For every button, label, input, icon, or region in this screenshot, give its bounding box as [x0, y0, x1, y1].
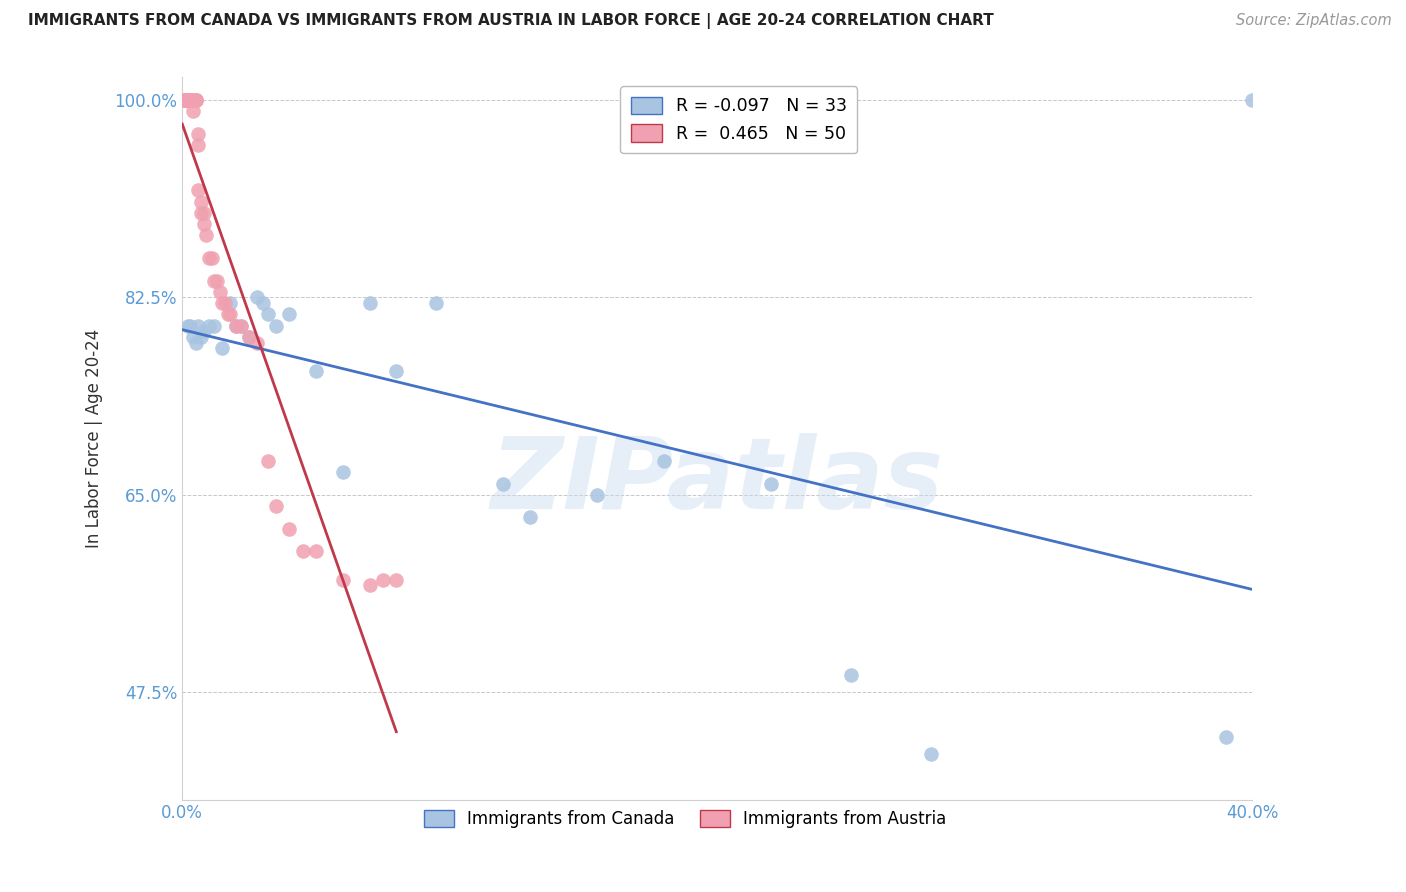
- Text: ZIPatlas: ZIPatlas: [491, 434, 943, 531]
- Point: [179, 318, 201, 333]
- Point: [193, 217, 215, 231]
- Point: [176, 93, 198, 107]
- Point: [176, 93, 198, 107]
- Point: [238, 330, 260, 344]
- Point: [176, 93, 198, 107]
- Point: [214, 296, 236, 310]
- Point: [257, 454, 280, 468]
- Text: Source: ZipAtlas.com: Source: ZipAtlas.com: [1236, 13, 1392, 29]
- Point: [291, 544, 314, 558]
- Point: [181, 104, 204, 119]
- Point: [332, 573, 354, 587]
- Point: [229, 318, 252, 333]
- Point: [198, 251, 221, 265]
- Point: [181, 93, 204, 107]
- Legend: Immigrants from Canada, Immigrants from Austria: Immigrants from Canada, Immigrants from …: [418, 803, 953, 835]
- Point: [1241, 93, 1264, 107]
- Point: [179, 93, 201, 107]
- Point: [193, 206, 215, 220]
- Point: [201, 251, 224, 265]
- Point: [264, 499, 287, 513]
- Text: IMMIGRANTS FROM CANADA VS IMMIGRANTS FROM AUSTRIA IN LABOR FORCE | AGE 20-24 COR: IMMIGRANTS FROM CANADA VS IMMIGRANTS FRO…: [28, 13, 994, 29]
- Point: [229, 318, 252, 333]
- Point: [202, 273, 225, 287]
- Point: [176, 93, 198, 107]
- Point: [211, 296, 233, 310]
- Point: [176, 93, 198, 107]
- Point: [208, 285, 231, 299]
- Point: [217, 307, 239, 321]
- Point: [1215, 731, 1237, 745]
- Point: [181, 93, 204, 107]
- Point: [179, 93, 201, 107]
- Point: [246, 290, 269, 304]
- Point: [238, 330, 260, 344]
- Point: [181, 330, 204, 344]
- Point: [179, 93, 201, 107]
- Point: [652, 454, 675, 468]
- Point: [371, 573, 394, 587]
- Point: [190, 330, 212, 344]
- Point: [184, 335, 207, 350]
- Point: [246, 335, 269, 350]
- Point: [190, 206, 212, 220]
- Point: [179, 93, 201, 107]
- Point: [305, 364, 328, 378]
- Point: [187, 318, 209, 333]
- Point: [425, 296, 447, 310]
- Point: [385, 573, 408, 587]
- Point: [184, 93, 207, 107]
- Point: [252, 296, 274, 310]
- Point: [586, 488, 609, 502]
- Point: [202, 318, 225, 333]
- Point: [225, 318, 247, 333]
- Point: [190, 194, 212, 209]
- Point: [305, 544, 328, 558]
- Point: [385, 364, 408, 378]
- Point: [187, 138, 209, 153]
- Point: [759, 476, 782, 491]
- Point: [187, 183, 209, 197]
- Point: [519, 510, 541, 524]
- Point: [332, 466, 354, 480]
- Point: [174, 93, 197, 107]
- Point: [492, 476, 515, 491]
- Point: [184, 93, 207, 107]
- Point: [211, 341, 233, 355]
- Point: [920, 747, 942, 762]
- Point: [264, 318, 287, 333]
- Point: [176, 318, 198, 333]
- Point: [198, 318, 221, 333]
- Point: [174, 93, 197, 107]
- Y-axis label: In Labor Force | Age 20-24: In Labor Force | Age 20-24: [86, 329, 103, 548]
- Point: [174, 93, 197, 107]
- Point: [195, 228, 218, 243]
- Point: [257, 307, 280, 321]
- Point: [219, 307, 242, 321]
- Point: [225, 318, 247, 333]
- Point: [174, 93, 197, 107]
- Point: [278, 522, 301, 536]
- Point: [359, 296, 381, 310]
- Point: [187, 127, 209, 141]
- Point: [205, 273, 228, 287]
- Point: [359, 578, 381, 592]
- Point: [219, 296, 242, 310]
- Point: [174, 93, 197, 107]
- Point: [184, 93, 207, 107]
- Point: [193, 324, 215, 338]
- Point: [278, 307, 301, 321]
- Point: [839, 668, 862, 682]
